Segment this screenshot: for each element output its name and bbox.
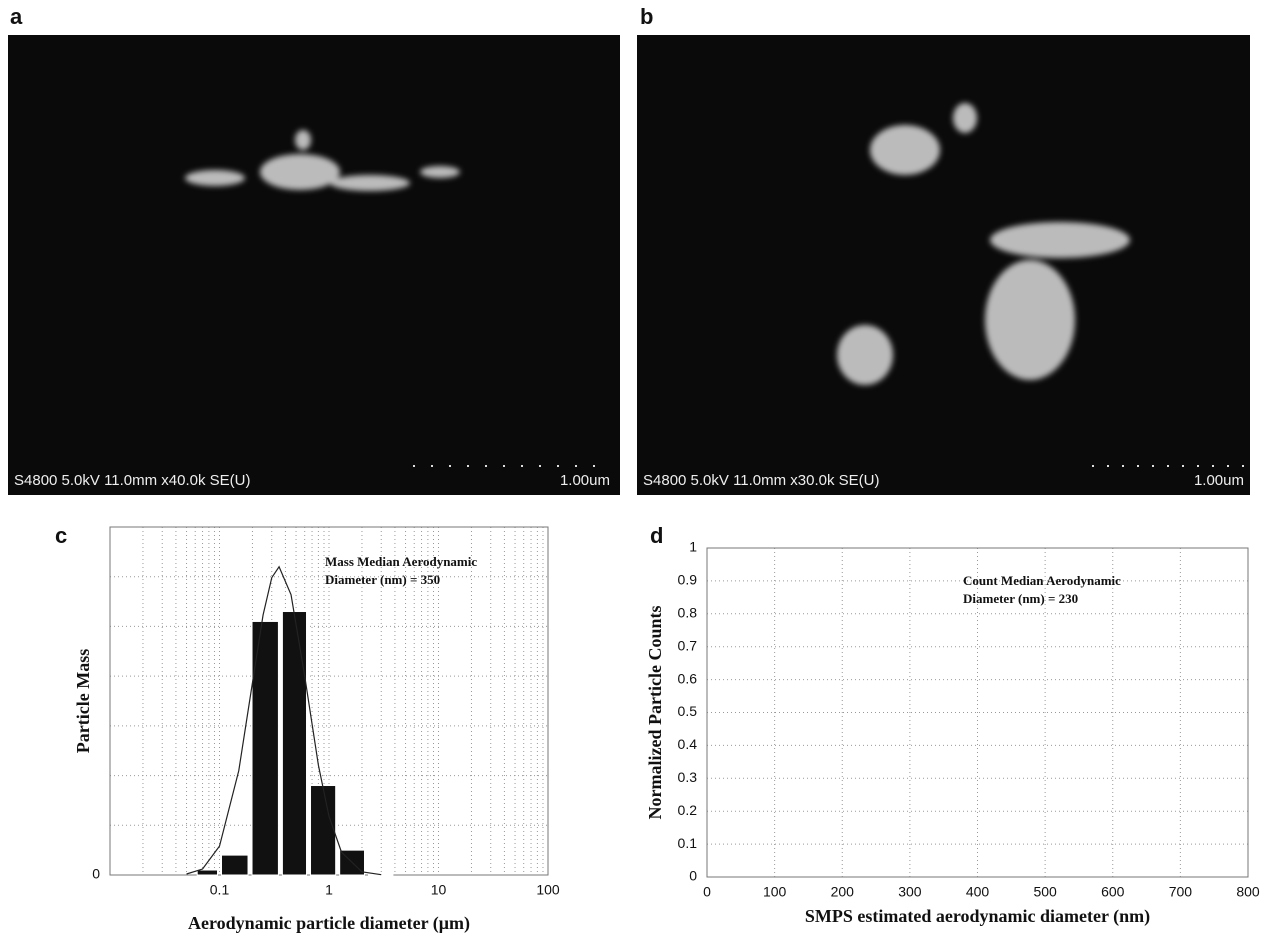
panel-label: a bbox=[10, 4, 23, 29]
y-tick-label: 0.3 bbox=[678, 769, 698, 785]
sem-image bbox=[637, 35, 1250, 495]
x-tick-label: 100 bbox=[536, 882, 560, 898]
annotation: Mass Median Aerodynamic bbox=[325, 554, 477, 569]
bar bbox=[310, 785, 337, 876]
caption: S4800 5.0kV 11.0mm x40.0k SE(U) bbox=[14, 472, 251, 489]
x-tick-label: 400 bbox=[966, 884, 990, 900]
x-tick-label: 10 bbox=[431, 882, 447, 898]
x-tick-label: 0 bbox=[703, 884, 711, 900]
annotation: Count Median Aerodynamic bbox=[963, 573, 1121, 588]
sem-image bbox=[8, 35, 620, 495]
bar bbox=[251, 620, 279, 876]
y-tick-label: 0.9 bbox=[678, 572, 698, 588]
image-a: S4800 5.0kV 11.0mm x40.0k SE(U) 1.00um a bbox=[8, 4, 620, 495]
image-b: S4800 5.0kV 11.0mm x30.0k SE(U) 1.00um b bbox=[637, 4, 1250, 495]
x-tick-label: 200 bbox=[831, 884, 855, 900]
annotation: Diameter (nm) = 350 bbox=[325, 572, 440, 587]
panel-label: c bbox=[55, 523, 67, 548]
annotation: Diameter (nm) = 230 bbox=[963, 591, 1078, 606]
bar bbox=[281, 611, 308, 876]
x-tick-label: 0.1 bbox=[210, 882, 230, 898]
x-tick-label: 800 bbox=[1236, 884, 1260, 900]
x-tick-label: 600 bbox=[1101, 884, 1125, 900]
scale-label: 1.00um bbox=[1194, 472, 1244, 489]
y-tick-label: 0.8 bbox=[678, 605, 698, 621]
y-tick-label: 0 bbox=[689, 868, 697, 884]
plot-frame bbox=[706, 547, 1249, 878]
scale-label: 1.00um bbox=[560, 472, 610, 489]
y-tick-label: 0.5 bbox=[678, 703, 698, 719]
y-tick-label: 0.4 bbox=[678, 736, 698, 752]
y-tick-label: 0.2 bbox=[678, 802, 698, 818]
x-tick-label: 500 bbox=[1033, 884, 1057, 900]
fit-curve bbox=[186, 565, 382, 876]
x-axis-label: SMPS estimated aerodynamic diameter (nm) bbox=[805, 906, 1150, 927]
y-tick-label: 0.1 bbox=[678, 835, 698, 851]
bar bbox=[196, 869, 219, 876]
x-tick-label: 100 bbox=[763, 884, 787, 900]
y-tick-label: 1 bbox=[689, 539, 697, 555]
y-tick-label: 0.7 bbox=[678, 637, 698, 653]
x-tick-label: 300 bbox=[898, 884, 922, 900]
particles bbox=[837, 103, 1130, 385]
y-axis-label: Particle Mass bbox=[73, 649, 93, 753]
y-tick-label: 0 bbox=[92, 866, 100, 882]
panel-label: d bbox=[650, 523, 663, 548]
particles bbox=[185, 130, 460, 191]
x-axis-label: Aerodynamic particle diameter (μm) bbox=[188, 913, 470, 934]
y-axis-label: Normalized Particle Counts bbox=[645, 606, 665, 820]
y-tick-label: 0.6 bbox=[678, 670, 698, 686]
bar bbox=[221, 854, 249, 876]
x-tick-label: 1 bbox=[325, 882, 333, 898]
panel-label: b bbox=[640, 4, 653, 29]
caption: S4800 5.0kV 11.0mm x30.0k SE(U) bbox=[643, 472, 880, 489]
x-tick-label: 700 bbox=[1169, 884, 1193, 900]
